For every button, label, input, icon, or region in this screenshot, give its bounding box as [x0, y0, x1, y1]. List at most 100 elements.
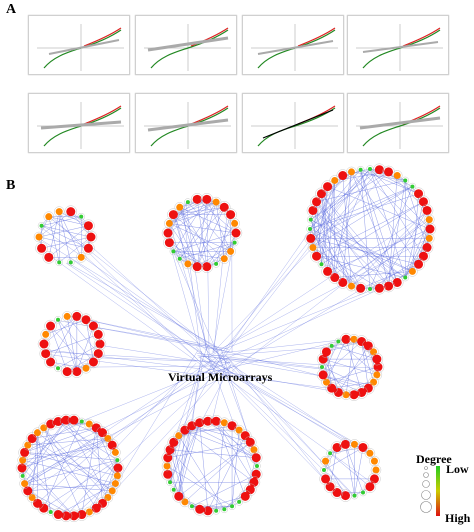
- network-edge: [21, 420, 75, 469]
- network-node-halo: [306, 204, 320, 217]
- network-edge: [37, 438, 109, 504]
- network-node: [98, 498, 108, 508]
- network-node-halo: [44, 319, 57, 333]
- network-node: [425, 234, 433, 242]
- network-node-halo: [356, 166, 365, 174]
- network-edge: [331, 381, 374, 389]
- network-node-halo: [250, 451, 263, 464]
- network-node: [255, 464, 259, 468]
- network-node-halo: [182, 258, 194, 270]
- network-edge: [87, 365, 224, 368]
- network-node: [195, 504, 205, 514]
- network-node-halo: [401, 176, 409, 185]
- network-node-halo: [60, 365, 74, 378]
- network-edge: [214, 357, 372, 385]
- network-edge: [43, 421, 82, 509]
- network-node: [111, 480, 119, 488]
- network-node: [77, 253, 85, 261]
- network-edge: [323, 447, 364, 471]
- network-node-halo: [107, 485, 118, 497]
- network-node: [403, 178, 408, 183]
- network-node-halo: [325, 381, 338, 395]
- network-edge: [173, 214, 189, 264]
- network-node-halo: [82, 242, 95, 255]
- network-node: [227, 247, 235, 255]
- network-node-halo: [92, 328, 105, 341]
- network-node: [192, 194, 202, 204]
- network-edge: [215, 422, 225, 511]
- network-edge: [59, 236, 92, 263]
- network-node: [113, 463, 123, 473]
- network-node-halo: [315, 187, 328, 200]
- network-node: [318, 370, 328, 380]
- network-edge: [76, 325, 94, 372]
- network-node: [212, 198, 220, 206]
- network-node: [240, 491, 250, 501]
- network-node-halo: [382, 165, 395, 179]
- network-node: [113, 472, 121, 480]
- network-node-halo: [167, 208, 180, 221]
- network-edge: [207, 237, 430, 356]
- network-node-halo: [212, 260, 220, 268]
- network-node-halo: [33, 231, 45, 243]
- network-node: [35, 233, 43, 241]
- network-node: [222, 507, 227, 512]
- network-node-halo: [54, 364, 62, 372]
- network-node: [91, 423, 101, 433]
- network-edge: [41, 216, 82, 226]
- network-node: [312, 251, 322, 261]
- network-edge: [42, 250, 207, 369]
- network-edge: [369, 168, 424, 257]
- network-node: [32, 498, 42, 508]
- network-node: [115, 458, 120, 463]
- network-node: [81, 315, 91, 325]
- network-node-halo: [42, 251, 55, 264]
- network-node-halo: [55, 258, 63, 267]
- network-edge: [43, 459, 118, 509]
- network-edge: [66, 316, 99, 354]
- network-edge: [85, 319, 202, 347]
- network-edge: [65, 262, 213, 361]
- network-node: [41, 349, 51, 359]
- network-edge: [361, 341, 369, 389]
- network-edge: [310, 168, 371, 239]
- network-node: [372, 466, 380, 474]
- network-node: [251, 469, 261, 479]
- network-node: [309, 244, 317, 252]
- network-node: [357, 337, 367, 347]
- network-node: [369, 474, 379, 484]
- network-edge: [334, 171, 352, 278]
- network-node: [19, 456, 27, 464]
- network-edge: [45, 353, 199, 375]
- network-edge: [196, 207, 225, 267]
- network-node-halo: [188, 502, 196, 510]
- network-edge: [89, 460, 118, 513]
- network-node-halo: [334, 337, 343, 346]
- network-node-halo: [424, 214, 435, 225]
- network-node: [82, 364, 90, 372]
- network-node: [68, 260, 73, 265]
- network-node: [340, 439, 350, 449]
- network-edge: [224, 232, 237, 259]
- network-node-halo: [64, 205, 77, 218]
- network-edge: [43, 427, 82, 515]
- network-node-halo: [369, 455, 380, 467]
- legend-low-label: Low: [446, 462, 469, 476]
- network-node: [214, 261, 219, 266]
- network-node: [249, 477, 259, 487]
- network-node: [63, 312, 71, 320]
- network-edge: [206, 199, 210, 356]
- network-node: [418, 197, 428, 207]
- network-node: [232, 240, 237, 245]
- network-edge: [24, 432, 103, 484]
- network-node: [347, 168, 355, 176]
- network-edge: [31, 432, 38, 498]
- network-node-halo: [359, 488, 367, 497]
- network-node-halo: [92, 347, 105, 360]
- network-edge: [27, 438, 108, 446]
- network-edge: [321, 180, 335, 265]
- network-node: [46, 321, 56, 331]
- network-node: [414, 189, 424, 199]
- network-edge: [67, 262, 222, 350]
- network-edge: [32, 427, 97, 439]
